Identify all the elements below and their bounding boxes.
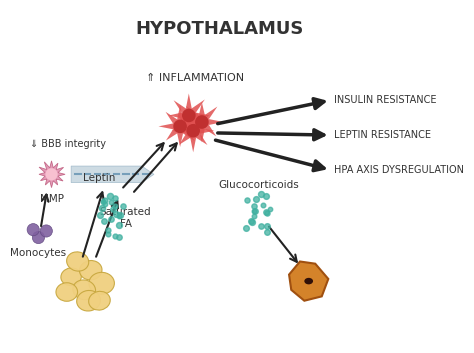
Point [266, 206, 274, 211]
FancyArrow shape [71, 166, 154, 183]
Circle shape [40, 225, 53, 237]
Polygon shape [180, 102, 223, 142]
Point [100, 199, 107, 204]
Point [263, 223, 271, 229]
Point [107, 216, 115, 221]
Text: ⇑ INFLAMMATION: ⇑ INFLAMMATION [146, 73, 245, 83]
Point [112, 211, 119, 216]
Point [97, 213, 104, 218]
Point [115, 213, 122, 219]
Point [262, 209, 269, 215]
Circle shape [27, 223, 39, 236]
Point [243, 225, 250, 231]
Text: Monocytes: Monocytes [10, 249, 66, 258]
Circle shape [174, 120, 186, 132]
Point [111, 195, 118, 201]
Point [115, 234, 123, 239]
Point [104, 227, 112, 233]
Point [111, 233, 118, 239]
Point [100, 219, 108, 224]
Point [257, 191, 264, 197]
Point [244, 197, 251, 202]
Text: Glucocorticoids: Glucocorticoids [218, 180, 299, 190]
Ellipse shape [56, 283, 78, 301]
Ellipse shape [67, 252, 89, 271]
Text: LEPTIN RESISTANCE: LEPTIN RESISTANCE [334, 130, 430, 140]
Point [109, 207, 117, 212]
Point [264, 210, 271, 216]
Point [101, 202, 109, 207]
Point [115, 222, 123, 227]
Text: Saturated
FA: Saturated FA [100, 207, 151, 229]
Ellipse shape [61, 268, 82, 286]
Point [116, 212, 124, 217]
Point [250, 203, 257, 209]
Point [248, 219, 255, 225]
Circle shape [182, 109, 195, 121]
Circle shape [32, 232, 45, 244]
Point [106, 193, 113, 199]
Point [111, 203, 119, 209]
Polygon shape [169, 94, 210, 135]
Point [252, 208, 259, 213]
Text: INSULIN RESISTANCE: INSULIN RESISTANCE [334, 95, 436, 105]
Text: Leptin: Leptin [83, 173, 116, 183]
Polygon shape [39, 161, 65, 187]
Text: ⇓ BBB integrity: ⇓ BBB integrity [30, 139, 106, 149]
Ellipse shape [80, 261, 102, 280]
Ellipse shape [89, 273, 114, 294]
Polygon shape [172, 110, 214, 152]
Ellipse shape [77, 291, 100, 311]
Point [252, 196, 260, 202]
Point [263, 229, 271, 234]
Point [99, 199, 106, 204]
Text: HYPOTHALAMUS: HYPOTHALAMUS [135, 19, 303, 37]
Circle shape [187, 125, 199, 137]
Circle shape [196, 116, 208, 128]
Point [262, 193, 270, 199]
Text: MMP: MMP [39, 194, 64, 204]
Point [104, 231, 112, 237]
Point [99, 205, 106, 210]
Text: HPA AXIS DYSREGULATION: HPA AXIS DYSREGULATION [334, 165, 464, 175]
Point [257, 223, 264, 229]
Point [259, 202, 267, 208]
Point [101, 197, 109, 203]
Ellipse shape [89, 291, 110, 310]
Point [250, 208, 258, 214]
Polygon shape [289, 262, 328, 301]
Polygon shape [158, 105, 201, 147]
Ellipse shape [304, 278, 313, 285]
Point [250, 213, 257, 219]
Circle shape [46, 168, 58, 180]
Point [108, 199, 115, 204]
Point [247, 219, 255, 224]
Point [119, 204, 127, 209]
Ellipse shape [73, 280, 96, 300]
